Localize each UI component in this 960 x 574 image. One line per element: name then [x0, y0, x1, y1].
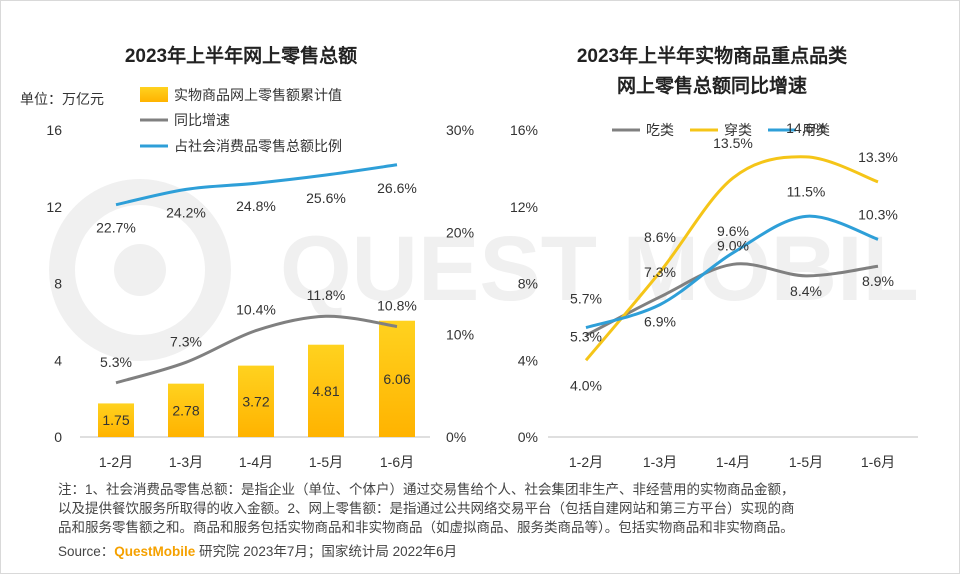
footnote-line: 注：1、社会消费品零售总额：是指企业（单位、个体户）通过交易售给个人、社会集团非… — [58, 482, 795, 497]
legend-label-clothing: 穿类 — [724, 122, 752, 138]
legend-label-growth: 同比增速 — [174, 112, 230, 128]
right-x-axis: 1-2月 1-3月 1-4月 1-5月 1-6月 — [569, 454, 895, 470]
clothing-label: 4.0% — [570, 377, 602, 393]
left-data-labels: 1.75 2.78 3.72 4.81 6.06 5.3% 7.3% 10.4% 11.8% 10… — [96, 180, 417, 428]
share-label: 22.7% — [96, 220, 136, 236]
x-tick-label: 1-3月 — [643, 454, 677, 470]
x-tick-label: 1-5月 — [309, 454, 343, 470]
right-data-labels: 5.3% 7.3% 9.0% 8.4% 8.9% 4.0% 8.6% 13.5% 14.6% 13… — [570, 120, 898, 393]
bar — [238, 365, 274, 437]
share-label: 24.2% — [166, 204, 206, 220]
growth-label: 11.8% — [307, 287, 346, 303]
legend-swatch-bar — [140, 87, 168, 102]
y-tick-label: 0% — [518, 429, 538, 445]
growth-label: 7.3% — [170, 333, 202, 349]
y-tick-label: 12 — [46, 199, 62, 215]
left-x-axis: 1-2月 1-3月 1-4月 1-5月 1-6月 — [99, 454, 414, 470]
food-label: 5.3% — [570, 328, 602, 344]
right-chart-title-line2: 网上零售总额同比增速 — [617, 74, 807, 97]
bar — [168, 383, 204, 437]
y2-tick-label: 30% — [446, 122, 474, 138]
clothing-label: 13.5% — [713, 135, 753, 151]
bar-value-label: 3.72 — [242, 393, 269, 409]
goods-line — [585, 214, 879, 330]
food-label: 7.3% — [644, 264, 676, 280]
clothing-line — [584, 155, 879, 362]
right-chart-title-line1: 2023年上半年实物商品重点品类 — [577, 44, 847, 67]
food-label: 8.9% — [862, 273, 894, 289]
source-line: Source：QuestMobile 研究院 2023年7月；国家统计局 202… — [58, 540, 457, 560]
clothing-label: 8.6% — [644, 229, 676, 245]
bar-value-label: 1.75 — [102, 412, 129, 428]
left-chart-title: 2023年上半年网上零售总额 — [125, 44, 357, 67]
left-chart-unit: 单位：万亿元 — [20, 91, 104, 107]
growth-label: 10.4% — [236, 302, 276, 318]
legend-label-bar: 实物商品网上零售额累计值 — [174, 87, 342, 103]
footnotes: 注：1、社会消费品零售总额：是指企业（单位、个体户）通过交易售给个人、社会集团非… — [58, 480, 938, 537]
growth-line — [115, 314, 398, 385]
goods-label: 11.5% — [787, 183, 826, 199]
bar-value-label: 2.78 — [172, 402, 199, 418]
x-tick-label: 1-3月 — [169, 454, 203, 470]
footnote-line: 以及提供餐饮服务所取得的收入金额。2、网上零售额：是指通过公共网络交易平台（包括… — [58, 501, 795, 516]
right-lines — [584, 155, 879, 362]
x-tick-label: 1-6月 — [380, 454, 414, 470]
goods-label: 6.9% — [644, 314, 676, 330]
clothing-label: 14.6% — [786, 120, 826, 136]
y-tick-label: 16% — [510, 122, 538, 138]
source-text: 研究院 2023年7月；国家统计局 2022年6月 — [195, 544, 458, 559]
charts-svg: 2023年上半年网上零售总额 单位：万亿元 实物商品网上零售额累计值 同比增速 … — [20, 44, 918, 470]
legend-label-share: 占社会消费品零售总额比例 — [174, 138, 342, 154]
y2-tick-label: 10% — [446, 327, 474, 343]
goods-label: 9.6% — [717, 223, 749, 239]
left-chart-secondary-y-axis: 0% 10% 20% 30% — [446, 122, 474, 445]
legend-label-food: 吃类 — [646, 122, 674, 138]
y-tick-label: 12% — [510, 199, 538, 215]
y-tick-label: 4 — [54, 352, 62, 368]
bar-value-label: 6.06 — [383, 371, 410, 387]
legend-label-goods: 用类 — [802, 122, 830, 138]
x-tick-label: 1-4月 — [239, 454, 273, 470]
share-label: 26.6% — [377, 180, 417, 196]
bar — [308, 344, 344, 437]
left-y-axis: 0 4 8 12 16 — [46, 122, 62, 445]
y-tick-label: 8% — [518, 276, 538, 292]
y-tick-label: 4% — [518, 352, 538, 368]
goods-label: 5.7% — [570, 291, 602, 307]
x-tick-label: 1-6月 — [861, 454, 895, 470]
footnote-line: 品和服务零售额之和。商品和服务包括实物商品和非实物商品（如虚拟商品、服务类商品等… — [58, 520, 794, 535]
x-tick-label: 1-2月 — [99, 454, 133, 470]
growth-label: 5.3% — [100, 354, 132, 370]
bar-value-label: 4.81 — [312, 383, 339, 399]
clothing-label: 13.3% — [858, 149, 898, 165]
y2-tick-label: 0% — [446, 429, 466, 445]
source-brand: QuestMobile — [114, 544, 196, 559]
x-tick-label: 1-4月 — [716, 454, 750, 470]
y-tick-label: 0 — [54, 429, 62, 445]
bar — [98, 403, 134, 437]
x-tick-label: 1-5月 — [789, 454, 823, 470]
goods-label: 10.3% — [858, 206, 898, 222]
share-label: 25.6% — [306, 190, 346, 206]
share-label: 24.8% — [236, 198, 276, 214]
food-line — [585, 262, 879, 337]
x-tick-label: 1-2月 — [569, 454, 603, 470]
bar — [379, 320, 415, 437]
food-label: 8.4% — [790, 283, 822, 299]
y-tick-label: 16 — [46, 122, 62, 138]
growth-label: 10.8% — [377, 297, 417, 313]
y-tick-label: 8 — [54, 276, 62, 292]
left-bars — [98, 320, 415, 437]
share-line — [115, 163, 398, 207]
food-label: 9.0% — [717, 237, 749, 253]
left-lines — [115, 163, 398, 385]
y2-tick-label: 20% — [446, 224, 474, 240]
right-y-axis: 0% 4% 8% 12% 16% — [510, 122, 538, 445]
source-label: Source： — [58, 544, 115, 559]
